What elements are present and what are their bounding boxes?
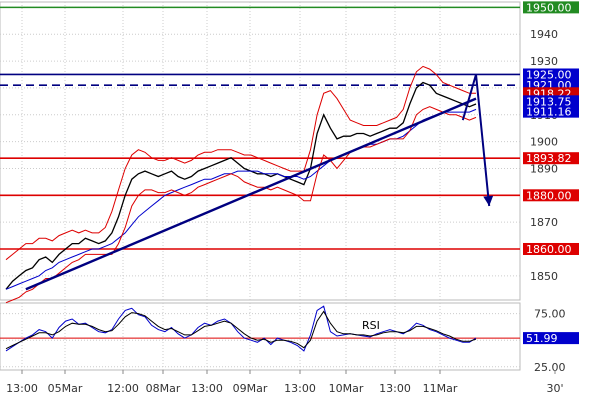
level-badge-bg xyxy=(523,242,579,255)
time-tick-label: 13:00 xyxy=(284,382,316,395)
time-tick-label: 10Mar xyxy=(329,382,364,395)
price-axis: 1850186018701880189019001910192019301940… xyxy=(530,1,558,282)
rsi-value-badge-label: 51.99 xyxy=(526,332,558,345)
overlap-badge-bg xyxy=(523,95,579,108)
price-line xyxy=(5,81,477,290)
level-badge-label: 1860.00 xyxy=(526,243,572,256)
current-price-badge-bg xyxy=(523,105,579,118)
lower-band-line xyxy=(5,106,477,304)
rsi-tick-label: 75.00 xyxy=(534,308,566,321)
time-tick-label: 13:00 xyxy=(379,382,411,395)
time-tick-label: 08Mar xyxy=(146,382,181,395)
level-badge-bg xyxy=(523,1,579,14)
horizontal-levels xyxy=(0,6,520,250)
current-price-badge-label: 1911.16 xyxy=(526,106,572,119)
forecast-path xyxy=(461,74,491,207)
time-tick-label: 11Mar xyxy=(423,382,458,395)
support-trendline xyxy=(25,97,477,291)
upper-band-line xyxy=(5,65,476,261)
forecast-arrowhead xyxy=(483,195,494,206)
price-series xyxy=(5,65,477,304)
level-badge-bg xyxy=(523,189,579,202)
time-tick-label: 30' xyxy=(546,382,563,395)
rsi-value-badge-bg xyxy=(523,332,579,345)
rsi-signal-line xyxy=(5,310,477,350)
level-badge-label: 1950.00 xyxy=(526,1,572,14)
price-badges: 1950.001925.001921.001893.821880.001860.… xyxy=(523,1,579,345)
level-badge-bg xyxy=(523,152,579,165)
price-tick-label: 1870 xyxy=(530,216,558,229)
overlap-badge-label: 1913.75 xyxy=(526,95,572,108)
time-axis: 13:00 05Mar 12:00 08Mar 13:00 09Mar 13:00 10Mar… xyxy=(6,370,564,395)
level-badge-label: 1880.00 xyxy=(526,189,572,202)
price-tick-label: 1930 xyxy=(530,55,558,68)
price-tick-label: 1900 xyxy=(530,136,558,149)
price-tick-label: 1940 xyxy=(530,28,558,41)
level-badge-label: 1925.00 xyxy=(526,68,572,81)
main-price-grid xyxy=(0,1,521,301)
time-tick-label: 13:00 xyxy=(191,382,223,395)
price-tick-label: 1850 xyxy=(530,270,558,283)
rsi-line xyxy=(5,305,477,352)
rsi-grid xyxy=(0,302,521,371)
rsi-label: RSI xyxy=(362,319,380,332)
level-badge-bg xyxy=(523,68,579,81)
rsi-tick-label: 25.00 xyxy=(534,361,566,374)
price-tick-label: 1890 xyxy=(530,162,558,175)
time-tick-label: 12:00 xyxy=(107,382,139,395)
rsi-plot-frame xyxy=(0,302,521,371)
time-tick-label: 13:00 xyxy=(6,382,38,395)
main-plot-frame xyxy=(0,1,521,301)
time-tick-label: 05Mar xyxy=(48,382,83,395)
level-badge-label: 1893.82 xyxy=(526,152,572,165)
trendlines xyxy=(25,74,494,291)
time-tick-label: 09Mar xyxy=(233,382,268,395)
rsi-series xyxy=(0,305,520,352)
